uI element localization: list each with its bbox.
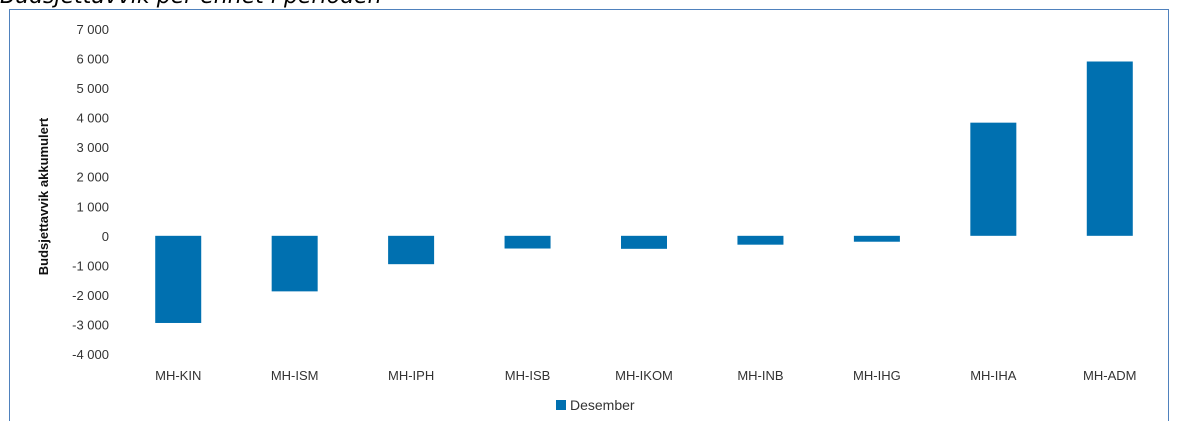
bar-series bbox=[155, 61, 1133, 323]
y-tick-label: 3 000 bbox=[76, 140, 109, 155]
y-tick-label: 1 000 bbox=[76, 199, 109, 214]
legend-swatch bbox=[556, 400, 566, 410]
bar-mh-isb bbox=[504, 235, 551, 249]
y-axis-ticks: 7 000 6 000 5 000 4 000 3 000 2 000 1 000 0 -1 0… bbox=[72, 22, 109, 362]
x-tick-label: MH-ADM bbox=[1083, 368, 1136, 383]
y-tick-label: 0 bbox=[102, 229, 109, 244]
x-tick-label: MH-IKOM bbox=[615, 368, 673, 383]
bar-mh-adm bbox=[1086, 61, 1133, 236]
x-tick-label: MH-ISM bbox=[271, 368, 319, 383]
bar-mh-iph bbox=[388, 235, 435, 265]
x-tick-label: MH-INB bbox=[737, 368, 783, 383]
y-tick-label: 6 000 bbox=[76, 52, 109, 67]
y-tick-label: 7 000 bbox=[76, 22, 109, 37]
bar-mh-ihg bbox=[853, 235, 900, 242]
bar-mh-kin bbox=[155, 235, 202, 323]
y-tick-label: -3 000 bbox=[72, 317, 109, 332]
y-tick-label: 2 000 bbox=[76, 170, 109, 185]
x-tick-label: MH-ISB bbox=[505, 368, 551, 383]
x-tick-label: MH-IPH bbox=[388, 368, 434, 383]
bar-mh-inb bbox=[737, 235, 784, 245]
chart-legend: Desember bbox=[556, 397, 635, 413]
chart-frame bbox=[9, 9, 1169, 421]
y-tick-label: -4 000 bbox=[72, 347, 109, 362]
bar-mh-iha bbox=[970, 122, 1017, 236]
y-tick-label: 5 000 bbox=[76, 81, 109, 96]
y-axis-label: Budsjettavvik akkumulert bbox=[36, 117, 51, 275]
x-tick-label: MH-IHA bbox=[970, 368, 1017, 383]
y-tick-label: 4 000 bbox=[76, 111, 109, 126]
legend-label: Desember bbox=[570, 397, 635, 413]
x-axis-ticks: MH-KIN MH-ISM MH-IPH MH-ISB MH-IKOM MH-INB MH-… bbox=[155, 368, 1136, 383]
chart-caption: Budsjettavvik per enhet i perioden bbox=[0, 0, 382, 9]
y-tick-label: -2 000 bbox=[72, 288, 109, 303]
y-tick-label: -1 000 bbox=[72, 258, 109, 273]
x-tick-label: MH-KIN bbox=[155, 368, 201, 383]
bar-mh-ikom bbox=[621, 235, 667, 249]
bar-mh-ism bbox=[271, 235, 318, 292]
x-tick-label: MH-IHG bbox=[853, 368, 901, 383]
